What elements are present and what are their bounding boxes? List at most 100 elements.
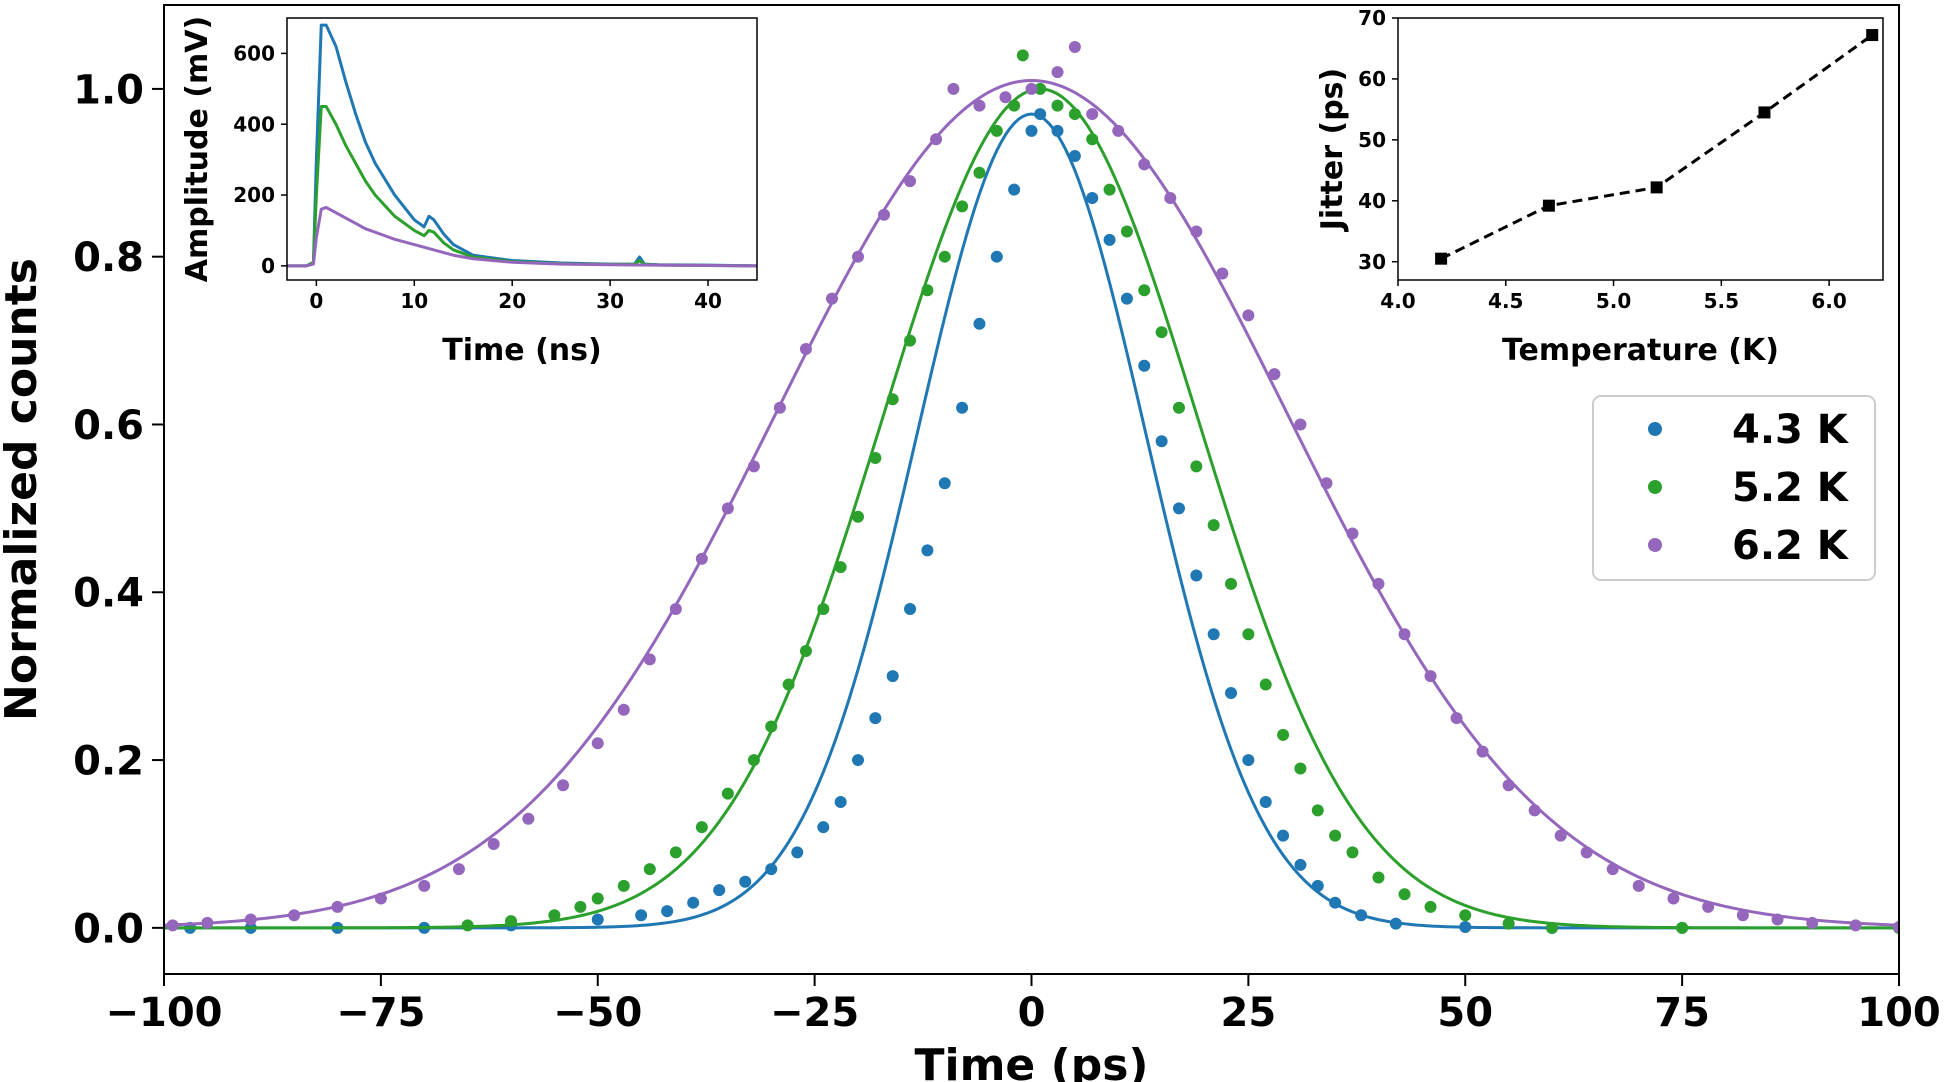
data-point bbox=[687, 896, 700, 909]
data-point bbox=[1311, 879, 1324, 892]
data-point bbox=[1103, 183, 1116, 196]
x-tick-label: 0 bbox=[309, 289, 323, 313]
data-point bbox=[505, 915, 517, 928]
data-point bbox=[1025, 82, 1038, 95]
legend-label: 4.3 K bbox=[1732, 407, 1850, 453]
data-point bbox=[1172, 401, 1185, 414]
data-point bbox=[1459, 921, 1472, 934]
data-point bbox=[834, 561, 847, 574]
data-point bbox=[591, 737, 604, 750]
y-tick-label: 0 bbox=[261, 254, 275, 278]
x-tick-label: 6.0 bbox=[1811, 289, 1846, 313]
data-point bbox=[886, 670, 899, 683]
data-point bbox=[747, 460, 760, 473]
x-tick-label: −100 bbox=[105, 990, 222, 1036]
data-point bbox=[166, 919, 179, 932]
y-tick-label: 0.2 bbox=[73, 738, 144, 784]
y-axis-label: Amplitude (mV) bbox=[180, 16, 215, 282]
data-point bbox=[773, 401, 786, 414]
data-point bbox=[487, 837, 500, 850]
y-axis-label: Normalized counts bbox=[0, 258, 47, 721]
data-point bbox=[1606, 863, 1619, 876]
y-tick-label: 600 bbox=[233, 42, 275, 66]
data-point bbox=[574, 900, 587, 913]
data-point bbox=[695, 552, 708, 565]
data-point bbox=[288, 909, 301, 922]
plot-area bbox=[164, 40, 1899, 934]
data-point bbox=[1676, 921, 1689, 934]
data-point bbox=[617, 879, 630, 892]
data-point bbox=[1086, 108, 1099, 121]
y-tick-label: 30 bbox=[1358, 250, 1386, 274]
data-point bbox=[852, 510, 864, 523]
data-point bbox=[1034, 82, 1047, 95]
data-point bbox=[591, 892, 604, 905]
x-tick-label: 5.5 bbox=[1704, 289, 1739, 313]
data-point bbox=[1138, 359, 1151, 372]
data-point bbox=[921, 544, 934, 557]
data-point bbox=[1554, 829, 1567, 842]
data-point bbox=[643, 863, 656, 876]
data-point bbox=[643, 653, 656, 666]
data-point bbox=[1207, 519, 1220, 532]
data-point bbox=[201, 916, 214, 929]
x-tick-label: −50 bbox=[553, 990, 642, 1036]
y-tick-label: 200 bbox=[233, 183, 275, 207]
data-point bbox=[990, 124, 1003, 137]
main-axes-frame bbox=[163, 4, 1900, 975]
data-point bbox=[817, 603, 830, 616]
data-point bbox=[1849, 919, 1862, 932]
legend-box bbox=[1592, 395, 1876, 581]
data-point bbox=[1051, 124, 1064, 137]
data-point bbox=[1667, 892, 1680, 905]
data-point bbox=[921, 284, 934, 297]
data-point bbox=[1190, 460, 1203, 473]
data-point bbox=[1806, 916, 1819, 929]
data-point bbox=[1242, 309, 1255, 322]
data-point bbox=[1476, 745, 1489, 758]
data-point bbox=[1277, 728, 1290, 741]
legend-marker-4-3-K bbox=[1648, 422, 1662, 436]
data-point bbox=[1398, 888, 1411, 901]
y-axis-label: Jitter (ps) bbox=[1315, 68, 1350, 232]
data-point bbox=[1112, 124, 1125, 137]
data-point bbox=[1120, 225, 1133, 238]
data-point bbox=[817, 821, 830, 834]
data-point bbox=[522, 812, 535, 825]
data-point bbox=[1155, 435, 1168, 448]
data-point bbox=[904, 603, 917, 616]
data-point bbox=[799, 645, 812, 657]
data-point bbox=[1216, 267, 1229, 280]
jitter-marker bbox=[1435, 252, 1448, 265]
data-point bbox=[1138, 284, 1151, 297]
x-tick-label: 0 bbox=[1018, 990, 1046, 1036]
data-point bbox=[661, 905, 674, 918]
x-tick-label: 50 bbox=[1437, 990, 1493, 1036]
data-point bbox=[765, 720, 778, 733]
x-tick-label: 30 bbox=[596, 289, 624, 313]
data-point bbox=[1277, 829, 1290, 842]
data-point bbox=[669, 846, 682, 859]
data-point bbox=[1528, 804, 1541, 817]
data-point bbox=[1346, 846, 1359, 859]
data-point bbox=[1207, 628, 1220, 641]
data-point bbox=[1546, 921, 1558, 934]
data-point bbox=[548, 909, 561, 922]
data-point bbox=[1259, 678, 1272, 691]
data-point bbox=[1008, 183, 1021, 196]
x-tick-label: 20 bbox=[498, 289, 526, 313]
data-point bbox=[1294, 418, 1307, 431]
data-point bbox=[1120, 292, 1133, 305]
data-point bbox=[1034, 108, 1047, 121]
data-point bbox=[1459, 909, 1472, 922]
data-point bbox=[1190, 225, 1203, 238]
data-point bbox=[904, 334, 917, 347]
data-point bbox=[1025, 124, 1038, 137]
data-point bbox=[1580, 846, 1593, 859]
data-point bbox=[1051, 66, 1064, 79]
data-point bbox=[1225, 686, 1238, 699]
data-point bbox=[1424, 900, 1437, 913]
y-tick-label: 400 bbox=[233, 112, 275, 136]
